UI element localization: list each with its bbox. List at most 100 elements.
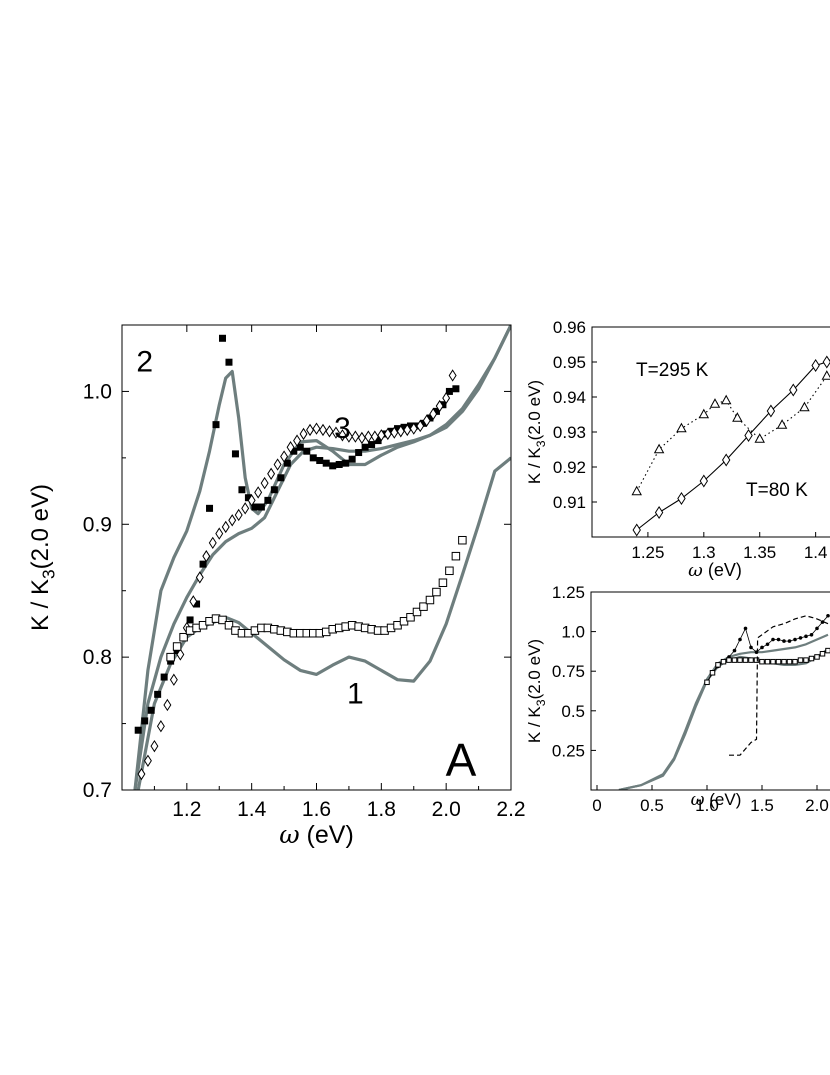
- panel-a-series-2-point: [351, 430, 360, 443]
- panel-a-series-2-point: [390, 426, 399, 439]
- panel-a-series-2-point: [241, 502, 250, 515]
- panel-br-series-4-point: [792, 658, 798, 665]
- panel-br-ytick-label: 1.25: [552, 583, 585, 602]
- panel-a-series-3-point: [432, 587, 441, 597]
- panel-a-ytick-label: 0.8: [83, 646, 112, 669]
- panel-a-ylabel: K / K3(2.0 eV): [27, 484, 59, 631]
- panel-a-series-2-point: [331, 426, 340, 439]
- panel-a-series-2-point: [422, 414, 431, 427]
- panel-a-series-2-point: [403, 423, 412, 437]
- panel-a-series-1-point: [218, 334, 226, 342]
- panel-a-series-1-point: [407, 422, 415, 430]
- panel-a-series-2-point: [383, 427, 392, 441]
- panel-a-series-2-point: [338, 429, 347, 442]
- panel-a-series-1-point: [452, 385, 460, 393]
- panel-a-series-1-point: [231, 450, 239, 458]
- panel-a-series-3-point: [224, 621, 234, 630]
- panel-br-xtick-label: 1.0: [695, 796, 719, 815]
- panel-a-series-1-point: [212, 421, 220, 429]
- panel-a-series-1-point: [355, 449, 363, 457]
- panel-br-series-4-point: [781, 658, 787, 665]
- panel-a-series-2-point: [176, 648, 185, 661]
- panel-br-series-4-point: [814, 654, 820, 660]
- panel-a-series-2-point: [364, 430, 373, 443]
- panel-a-series-3-point: [172, 642, 182, 651]
- panel-br-series-4-point: [720, 658, 727, 665]
- panel-a-series-1-point: [426, 414, 434, 422]
- panel-br-series-3-point: [749, 645, 753, 650]
- panel-a-series-2-point: [442, 391, 451, 405]
- panel-a-curve-label-2: 2: [136, 346, 153, 379]
- panel-br-series-3-point: [787, 639, 792, 643]
- panel-tr-ytick-label: 0.95: [553, 353, 586, 372]
- panel-a-series-2-point: [137, 767, 146, 781]
- panel-a-xtick-label: 2.2: [496, 798, 525, 821]
- panel-br-series-4-point: [803, 657, 809, 663]
- panel-br-series-3-point: [732, 648, 737, 653]
- panel-br-series-3-point: [804, 634, 808, 639]
- panel-a-series-1-point: [283, 459, 291, 467]
- panel-br-series-3-point: [815, 626, 819, 631]
- panel-br-series-3-point: [826, 613, 830, 618]
- panel-br-series-4-point: [819, 651, 826, 657]
- panel-a-series-3-point: [451, 551, 461, 561]
- panel-a-series-1-point: [141, 717, 149, 725]
- panel-tr-line-2: [636, 359, 830, 531]
- panel-a-letter: A: [446, 734, 477, 786]
- panel-tr-annotation-80k: T=80 K: [746, 480, 808, 501]
- panel-tr-line-1: [636, 375, 828, 492]
- panel-br-series-4-point: [742, 657, 749, 663]
- panel-br-series-4-point: [759, 658, 765, 665]
- panel-tr-series-1-point: [799, 401, 810, 412]
- panel-br-series-4-point: [825, 647, 830, 654]
- panel-a-series-1-point: [368, 441, 376, 449]
- panel-br-series-3-point: [793, 637, 797, 642]
- panel-tr-series-1-point: [698, 408, 710, 419]
- panel-a-series-3-point: [438, 578, 448, 587]
- panel-tr-series-2-point: [677, 491, 686, 506]
- panel-a-series-2-point: [377, 429, 386, 442]
- panel-a-series-1-point: [251, 503, 259, 511]
- panel-br-series-4-point: [737, 657, 743, 663]
- panel-a-series-1-point: [199, 560, 207, 568]
- panel-a-series-2-point: [448, 369, 457, 382]
- panel-a-series-2-point: [260, 476, 269, 490]
- panel-a-series-2-point: [202, 549, 211, 563]
- panel-a-series-1-point: [270, 486, 278, 494]
- panel-a-plot-area: [133, 325, 511, 790]
- panel-a-series-2-point: [435, 399, 444, 413]
- panel-a-series-1-point: [134, 726, 142, 734]
- panel-br-xlabel: ω (eV): [691, 790, 742, 810]
- panel-br-xtick-label: 1.5: [750, 796, 774, 815]
- panel-tr-xtick-label: 1.25: [631, 543, 664, 562]
- panel-a-ytick-label: 0.9: [83, 513, 112, 536]
- panel-br-ylabel: K / K3(2.0 eV): [525, 639, 548, 743]
- panel-a-series-1-point: [264, 496, 272, 504]
- panel-a-series-2-point: [293, 434, 302, 447]
- panel-br-ytick-label: 0.75: [552, 662, 585, 681]
- panel-a-series-2-point: [357, 431, 366, 445]
- panel-a-series-2-point: [247, 494, 256, 507]
- panel-a-series-2-point: [325, 425, 334, 438]
- panel-a-series-3-point: [179, 632, 188, 642]
- panel-a-series-1-point: [206, 504, 214, 512]
- panel-tr-annotation-295k: T=295 K: [636, 360, 709, 381]
- panel-a-series-2-point: [319, 423, 327, 437]
- panel-br-series-3-point: [782, 639, 786, 643]
- panel-br-series-3-point: [743, 626, 748, 631]
- panel-a-series-3-point: [419, 602, 428, 611]
- panel-a-series-3-point: [425, 595, 435, 605]
- panel-a-series-1-point: [257, 503, 265, 511]
- panel-a-series-1-point: [439, 401, 447, 409]
- panel-a-series-1-point: [296, 443, 304, 451]
- panel-a-xtick-label: 1.2: [172, 798, 201, 821]
- panel-br-series-4-point: [753, 657, 760, 663]
- panel-a-series-2-point: [143, 754, 152, 767]
- panel-a-series-1-point: [193, 600, 201, 608]
- panel-a-series-1-point: [445, 387, 453, 395]
- panel-a-series-2-point: [267, 467, 276, 480]
- panel-a-ytick-label: 1.0: [83, 380, 112, 403]
- panel-a-series-2-point: [163, 698, 172, 712]
- panel-tr-xtick-label: 1.4: [804, 543, 828, 562]
- panel-tr-series-1-point: [732, 412, 743, 422]
